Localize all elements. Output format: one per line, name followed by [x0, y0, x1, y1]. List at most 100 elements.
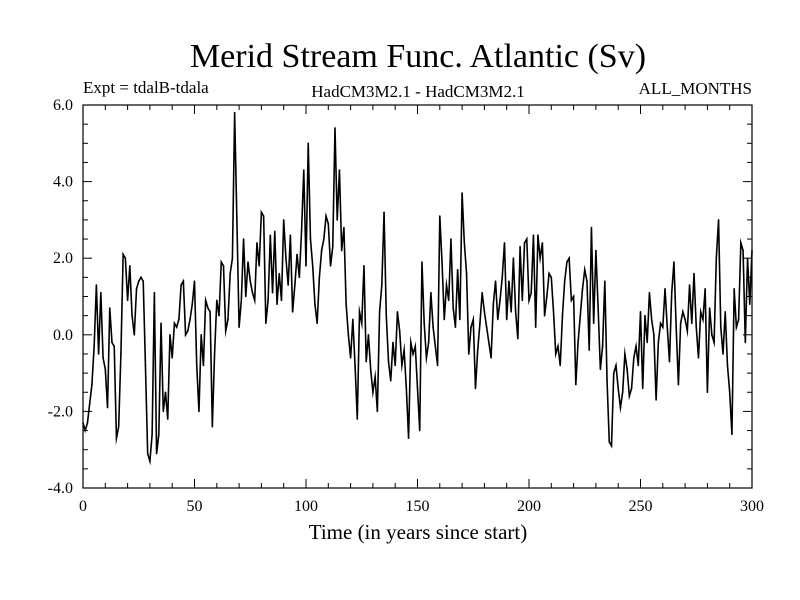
series-point: [193, 280, 196, 282]
series-point: [653, 334, 655, 336]
series-point: [514, 311, 517, 313]
series-point: [396, 311, 399, 313]
series-point: [258, 265, 260, 267]
x-axis-tick-labels: 0 50 100 150 200 250 300: [79, 498, 764, 515]
series-point: [608, 441, 611, 443]
series-point: [537, 234, 539, 237]
series-point: [550, 276, 553, 279]
series-point: [479, 322, 481, 325]
x-tick-label: 200: [517, 498, 541, 515]
series-point: [238, 326, 240, 328]
series-point: [149, 460, 151, 462]
series-point: [95, 284, 98, 286]
series-point: [590, 226, 593, 229]
series-point: [253, 299, 256, 302]
series-point: [120, 353, 122, 355]
series-point: [200, 334, 202, 336]
series-point: [365, 360, 368, 363]
series-point: [162, 410, 165, 413]
series-point: [376, 410, 379, 413]
series-point: [267, 299, 269, 302]
series-point: [144, 364, 147, 367]
series-point: [412, 353, 414, 355]
series-point: [381, 284, 383, 286]
series-point: [184, 334, 187, 336]
series-point: [113, 345, 116, 348]
series-point: [474, 387, 477, 390]
series-point: [236, 219, 238, 221]
series-point: [552, 311, 555, 313]
series-point: [262, 215, 265, 217]
series-point: [601, 345, 604, 348]
series-point: [445, 284, 448, 286]
series-point: [679, 322, 682, 325]
series-line-merid-stream-func: [82, 112, 753, 466]
series-point: [673, 261, 675, 263]
series-point: [296, 253, 298, 256]
series-point: [129, 265, 131, 267]
x-axis-label: Time (in years since start): [309, 520, 528, 544]
series-point: [349, 356, 352, 359]
series-point: [389, 379, 392, 382]
series-point: [722, 353, 724, 355]
series-point: [276, 303, 278, 305]
series-point: [318, 276, 321, 279]
series-point: [494, 280, 497, 282]
series-point: [354, 364, 356, 367]
series-point: [517, 337, 519, 340]
series-point: [320, 249, 323, 252]
series-point: [639, 311, 642, 313]
x-tick-label: 300: [740, 498, 764, 515]
series-point: [693, 272, 695, 275]
series-point: [102, 356, 104, 359]
series-point: [443, 318, 446, 321]
series-point: [746, 257, 749, 260]
series-point: [204, 299, 207, 302]
series-point: [278, 272, 281, 275]
series-point: [612, 372, 615, 374]
series-point: [327, 222, 330, 225]
x-tick-label: 100: [294, 498, 318, 515]
series-point: [684, 318, 686, 321]
series-point: [519, 245, 521, 248]
series-point: [423, 322, 425, 325]
series-point: [314, 303, 316, 305]
series-point: [492, 303, 495, 305]
series-point: [222, 265, 225, 267]
series-point: [467, 353, 470, 355]
series-point: [657, 341, 660, 344]
y-axis-tick-labels: -4.0 -2.0 0.0 2.0 4.0 6.0: [48, 97, 73, 497]
series-point: [220, 261, 223, 263]
series-point: [508, 280, 510, 282]
series-point: [291, 311, 294, 313]
series-point: [336, 219, 339, 221]
series-point: [385, 314, 388, 317]
series-point: [187, 330, 189, 332]
series-point: [180, 284, 182, 286]
series-point: [398, 330, 401, 332]
series-point: [265, 322, 267, 325]
series-point: [106, 406, 109, 409]
y-tick-label: 2.0: [53, 250, 73, 267]
series-point: [628, 395, 631, 397]
model-label: HadCM3M2.1 - HadCM3M2.1: [311, 82, 524, 101]
series-point: [633, 356, 635, 359]
series-point: [659, 322, 662, 325]
series-point: [289, 234, 292, 237]
series-point: [541, 242, 544, 244]
series-point: [280, 299, 283, 302]
series-point: [597, 307, 599, 309]
series-point: [195, 364, 198, 367]
series-point: [216, 299, 218, 302]
series-point: [242, 238, 245, 240]
series-point: [459, 318, 461, 321]
series-point: [648, 291, 651, 294]
series-point: [218, 314, 220, 317]
series-point: [229, 272, 231, 275]
series-point: [724, 311, 727, 313]
series-point: [418, 429, 421, 432]
series-data-points: [82, 111, 753, 462]
series-point: [356, 418, 359, 420]
series-point: [343, 226, 345, 229]
series-point: [383, 211, 385, 214]
